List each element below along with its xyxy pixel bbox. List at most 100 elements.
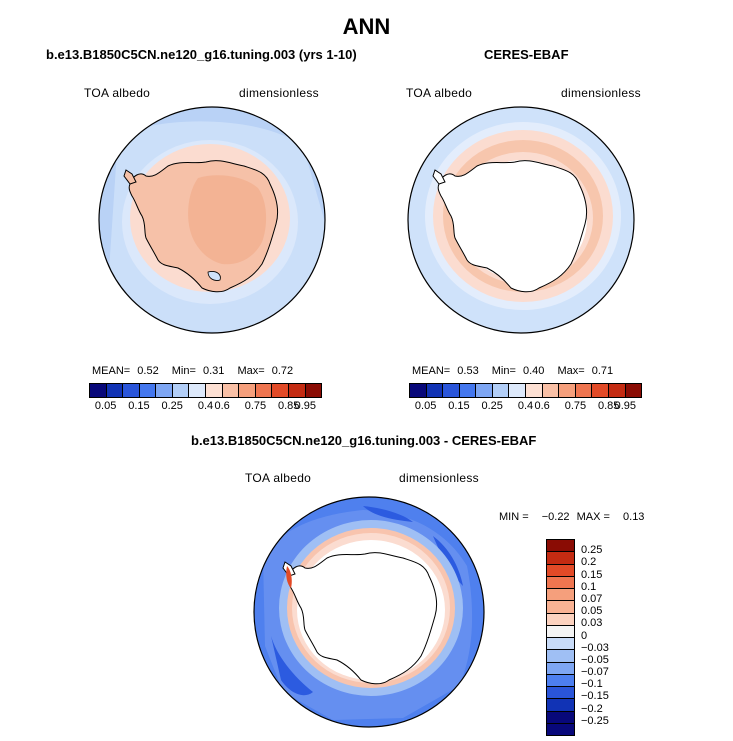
mean-value: 0.52 (137, 365, 159, 377)
deep-blue-patches (271, 506, 463, 696)
panel-3-stats: MIN = −0.22 MAX = 0.13 (499, 511, 648, 523)
antarctic-continent (437, 160, 588, 293)
panel-2-units: dimensionless (561, 86, 641, 100)
colorbar-swatch (410, 384, 427, 397)
colorbar-swatch (547, 625, 574, 638)
colorbar-tick-label: 0.03 (581, 617, 603, 630)
colorbar-swatch (592, 384, 609, 397)
panel-2-title: CERES-EBAF (484, 47, 569, 62)
colorbar-swatch (547, 711, 574, 724)
ice-sheet-high (188, 175, 267, 265)
colorbar-swatch (547, 601, 574, 614)
colorbar-tick-label: 0.15 (448, 400, 470, 412)
mean-label: MEAN= (412, 365, 451, 377)
max-value: 0.71 (591, 365, 614, 377)
colorbar-swatch (547, 613, 574, 626)
colorbar-swatch (156, 384, 173, 397)
colorbar-tick-label: −0.25 (581, 714, 609, 727)
colorbar-swatch (206, 384, 223, 397)
colorbar-swatch (575, 384, 593, 397)
colorbar-tick-label: −0.05 (581, 653, 609, 666)
panel-3-colorbar (546, 539, 575, 736)
colorbar-swatch (559, 384, 576, 397)
colorbar-swatch (547, 564, 574, 577)
panel-3-colorbar-labels: 0.25 0.2 0.15 0.1 0.07 0.05 0.03 0 −0.03 −0.05 −0.… (581, 539, 641, 734)
colorbar-swatch (426, 384, 444, 397)
mean-label: MEAN= (92, 365, 131, 377)
colorbar-tick-label: 0.25 (481, 400, 503, 412)
panel-3-title: b.e13.B1850C5CN.ne120_g16.tuning.003 - C… (191, 433, 537, 448)
panel-1-stats: MEAN= 0.52 Min= 0.31 Max= 0.72 (92, 365, 297, 377)
colorbar-swatch (547, 650, 574, 663)
colorbar-tick-label: 0.05 (94, 400, 117, 412)
min-label: MIN = (499, 511, 529, 523)
colorbar-swatch (547, 552, 574, 565)
colorbar-swatch (305, 384, 322, 397)
panel-2-stats: MEAN= 0.53 Min= 0.40 Max= 0.71 (412, 365, 617, 377)
colorbar-swatch (547, 540, 574, 553)
colorbar-swatch (222, 384, 240, 397)
colorbar-swatch (255, 384, 273, 397)
panel-3-units: dimensionless (399, 471, 479, 485)
colorbar-swatch (443, 384, 460, 397)
peninsula-red-spot (286, 566, 292, 588)
colorbar-swatch (139, 384, 157, 397)
colorbar-tick-label: 0.6 (534, 400, 550, 412)
max-label: MAX = (576, 511, 610, 523)
colorbar-swatch (123, 384, 140, 397)
colorbar-tick-label: 0.15 (581, 568, 603, 581)
colorbar-swatch (547, 699, 574, 712)
max-label: Max= (237, 365, 265, 377)
max-value: 0.72 (271, 365, 294, 377)
colorbar-tick-label: 0.95 (614, 400, 637, 412)
peninsula (432, 169, 446, 185)
panel-1-units: dimensionless (239, 86, 319, 100)
colorbar-swatch (90, 384, 107, 397)
colorbar-tick-label: 0.6 (214, 400, 230, 412)
colorbar-swatch (542, 384, 560, 397)
colorbar-swatch (288, 384, 306, 397)
panel-3-variable: TOA albedo (245, 471, 312, 485)
colorbar-swatch (547, 638, 574, 651)
colorbar-tick-label: 0.95 (294, 400, 317, 412)
min-value: 0.40 (522, 365, 545, 377)
colorbar-tick-label: −0.1 (581, 678, 603, 691)
colorbar-swatch (526, 384, 543, 397)
colorbar-swatch (547, 674, 574, 687)
colorbar-swatch (189, 384, 207, 397)
colorbar-tick-label: 0.4 (517, 400, 534, 412)
colorbar-tick-label: −0.03 (581, 641, 609, 654)
mean-value: 0.53 (457, 365, 479, 377)
colorbar-tick-label: 0.2 (581, 556, 597, 569)
min-label: Min= (171, 365, 196, 377)
colorbar-tick-label: 0 (581, 629, 588, 642)
colorbar-tick-label: −0.07 (581, 666, 609, 679)
colorbar-swatch (608, 384, 626, 397)
colorbar-swatch (172, 384, 190, 397)
colorbar-swatch (492, 384, 510, 397)
panel-2-variable: TOA albedo (406, 86, 473, 100)
min-value: 0.31 (202, 365, 225, 377)
colorbar-swatch (547, 576, 574, 589)
colorbar-tick-label: 0.07 (581, 592, 603, 605)
colorbar-swatch (509, 384, 527, 397)
panel-2-polar-map (407, 106, 635, 334)
colorbar-tick-label: 0.05 (581, 605, 603, 618)
colorbar-swatch (625, 384, 642, 397)
colorbar-tick-label: 0.25 (581, 544, 603, 557)
colorbar-swatch (459, 384, 477, 397)
colorbar-tick-label: 0.75 (244, 400, 267, 412)
colorbar-swatch (476, 384, 493, 397)
colorbar-tick-label: 0.25 (161, 400, 183, 412)
min-value: −0.22 (541, 511, 570, 523)
colorbar-tick-label: 0.75 (564, 400, 587, 412)
colorbar-swatch (547, 723, 574, 735)
peninsula (123, 169, 137, 185)
colorbar-tick-label: 0.1 (581, 580, 597, 593)
colorbar-swatch (547, 589, 574, 602)
antarctic-continent (287, 552, 438, 685)
panel-3-polar-map (253, 496, 485, 728)
max-label: Max= (557, 365, 585, 377)
colorbar-swatch (239, 384, 256, 397)
panel-1-colorbar: 0.05 0.15 0.25 0.4 0.6 0.75 0.85 0.95 (89, 383, 322, 414)
